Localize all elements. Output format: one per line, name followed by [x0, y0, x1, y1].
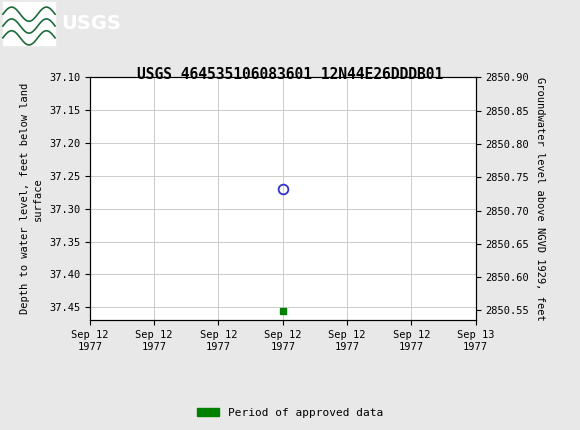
Legend: Period of approved data: Period of approved data	[193, 403, 387, 422]
Text: USGS: USGS	[61, 14, 121, 33]
Text: USGS 464535106083601 12N44E26DDDB01: USGS 464535106083601 12N44E26DDDB01	[137, 67, 443, 82]
FancyBboxPatch shape	[3, 3, 55, 45]
Y-axis label: Groundwater level above NGVD 1929, feet: Groundwater level above NGVD 1929, feet	[535, 77, 545, 321]
Y-axis label: Depth to water level, feet below land
surface: Depth to water level, feet below land su…	[20, 83, 44, 314]
